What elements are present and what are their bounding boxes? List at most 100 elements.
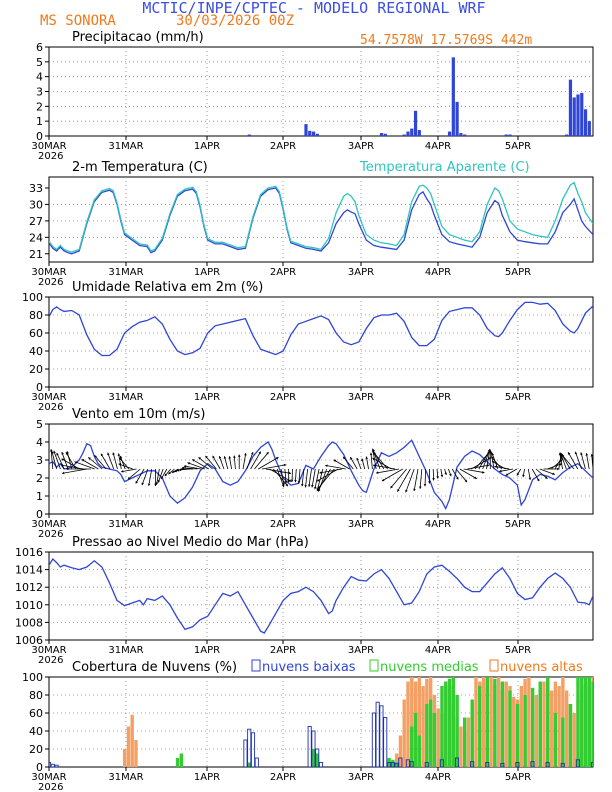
y-tick-label: 27 bbox=[29, 215, 43, 228]
wind-arrow bbox=[314, 468, 320, 490]
wind-arrow bbox=[370, 452, 373, 470]
cloud-bar-high bbox=[557, 686, 561, 767]
wind-arrow-head bbox=[492, 461, 495, 464]
cloud-bar-low bbox=[454, 757, 460, 767]
x-tick-label: 3APR bbox=[348, 519, 374, 530]
wind-arrow-head bbox=[284, 481, 288, 484]
cloud-bar-low bbox=[49, 762, 52, 767]
wind-arrow bbox=[119, 455, 126, 470]
wind-arrow-head bbox=[491, 456, 494, 460]
precip-bar bbox=[413, 110, 418, 136]
panel-data bbox=[49, 181, 593, 255]
cloud-bar-high bbox=[504, 681, 508, 767]
wind-arrow bbox=[559, 452, 563, 470]
cloud-bar-high bbox=[512, 696, 516, 767]
wind-arrow-head bbox=[372, 458, 375, 461]
wind-arrow-head bbox=[505, 473, 509, 476]
x-year-label: 2026 bbox=[38, 277, 63, 288]
wind-arrow bbox=[567, 452, 579, 470]
panel-title: Pressao ao Nivel Medio do Mar (hPa) bbox=[72, 535, 309, 550]
wind-arrow-head bbox=[574, 451, 578, 455]
x-tick-label: 5APR bbox=[505, 392, 531, 403]
wind-arrow-head bbox=[65, 452, 69, 455]
wind-arrow-head bbox=[333, 459, 337, 463]
wind-arrow bbox=[499, 468, 514, 472]
wind-arrow-head bbox=[405, 489, 408, 493]
wind-arrow-head bbox=[436, 476, 439, 479]
wind-arrow bbox=[191, 459, 209, 470]
cloud-bar-high bbox=[410, 677, 414, 767]
panel-title: Cobertura de Nuvens (%) bbox=[72, 660, 237, 675]
wind-arrow-head bbox=[373, 452, 376, 455]
x-year-label: 2026 bbox=[38, 782, 63, 792]
wind-arrow bbox=[413, 468, 419, 492]
cloud-bar-mid bbox=[478, 686, 482, 767]
y-tick-label: 1 bbox=[36, 490, 43, 503]
cloud-bar-mid bbox=[455, 695, 459, 767]
cloud-bar-mid bbox=[530, 687, 535, 767]
y-tick-label: 4 bbox=[36, 436, 43, 449]
wind-arrow bbox=[135, 468, 145, 484]
cloud-bar-mid bbox=[315, 753, 320, 767]
precip-bar bbox=[304, 124, 308, 136]
wind-arrow bbox=[258, 456, 279, 470]
wind-arrow bbox=[419, 468, 423, 489]
wind-arrow bbox=[372, 457, 392, 470]
x-tick-label: 2APR bbox=[270, 267, 296, 278]
cloud-bar-mid bbox=[568, 704, 573, 767]
wind-arrow bbox=[463, 468, 485, 474]
wind-arrow-head bbox=[161, 476, 164, 480]
wind-arrow-head bbox=[62, 471, 65, 475]
wind-arrow bbox=[376, 468, 400, 474]
panel-data bbox=[247, 57, 591, 136]
wind-arrow bbox=[325, 464, 346, 470]
wind-arrow-head bbox=[168, 471, 171, 475]
x-tick-label: 2APR bbox=[270, 772, 296, 783]
wind-arrow-head bbox=[397, 489, 400, 492]
wind-arrow-head bbox=[228, 456, 232, 459]
x-tick-label: 30MAR bbox=[31, 645, 66, 656]
wind-arrow-head bbox=[117, 453, 121, 456]
cloud-bar-low bbox=[375, 701, 380, 767]
wind-arrow-head bbox=[456, 476, 459, 480]
legend-label-1: nuvens baixas bbox=[262, 660, 356, 675]
wind-arrow bbox=[233, 455, 236, 470]
x-tick-label: 3APR bbox=[348, 772, 374, 783]
x-year-label: 2026 bbox=[38, 402, 63, 413]
wind-arrow-head bbox=[112, 452, 115, 455]
y-tick-label: 2 bbox=[36, 100, 43, 113]
wind-arrow bbox=[308, 468, 312, 487]
cloud-bar-mid bbox=[587, 677, 592, 767]
wind-arrow-head bbox=[464, 479, 467, 483]
wind-arrow-head bbox=[135, 480, 138, 484]
wind-arrow-head bbox=[258, 451, 261, 455]
wind-arrow-head bbox=[53, 450, 56, 454]
wind-arrow-head bbox=[118, 463, 122, 466]
x-tick-label: 5APR bbox=[505, 519, 531, 530]
wind-arrow bbox=[349, 456, 358, 470]
wind-arrow bbox=[49, 466, 50, 469]
x-tick-label: 2APR bbox=[270, 141, 296, 152]
y-tick-label: 0 bbox=[36, 381, 43, 394]
wind-arrow-head bbox=[155, 482, 159, 485]
wind-arrow-head bbox=[382, 478, 385, 482]
cloud-bar-mid bbox=[561, 717, 565, 767]
wind-arrow bbox=[74, 461, 95, 470]
precip-bar bbox=[455, 101, 459, 136]
x-tick-label: 5APR bbox=[505, 645, 531, 656]
wind-arrow-head bbox=[121, 470, 124, 473]
wind-arrow-head bbox=[516, 472, 520, 476]
precip-bar bbox=[583, 109, 588, 136]
x-tick-label: 4APR bbox=[425, 519, 451, 530]
wind-arrow bbox=[269, 468, 292, 482]
y-tick-label: 30 bbox=[29, 198, 43, 211]
x-tick-label: 31MAR bbox=[108, 772, 143, 783]
cloud-bar-low bbox=[560, 762, 565, 767]
panel-frame bbox=[48, 296, 594, 388]
cloud-bar-mid bbox=[553, 713, 558, 767]
x-year-label: 2026 bbox=[38, 529, 63, 540]
wind-arrow bbox=[148, 468, 153, 487]
wind-arrow-head bbox=[218, 456, 222, 459]
precip-bar bbox=[459, 133, 463, 136]
